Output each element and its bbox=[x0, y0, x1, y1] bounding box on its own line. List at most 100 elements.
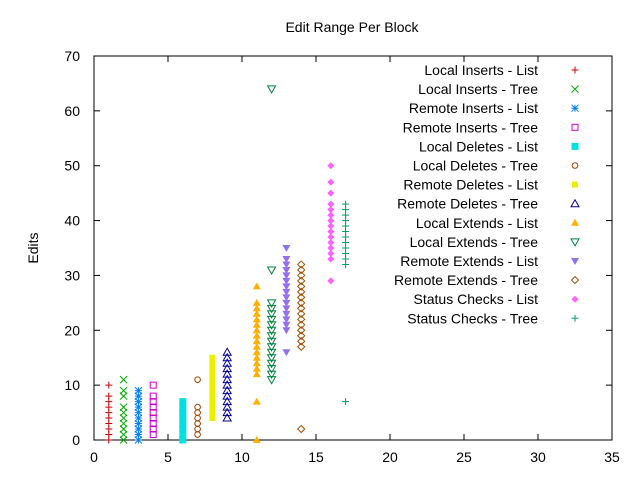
data-point bbox=[194, 409, 201, 416]
legend-entry: Local Deletes - List bbox=[419, 138, 579, 154]
data-point bbox=[327, 211, 335, 219]
data-point bbox=[134, 419, 143, 428]
y-tick-label: 10 bbox=[64, 377, 80, 393]
data-point bbox=[222, 374, 233, 384]
data-point bbox=[296, 282, 306, 291]
data-point bbox=[194, 420, 201, 427]
y-tick-label: 70 bbox=[64, 48, 80, 64]
legend-marker bbox=[571, 162, 579, 169]
data-point bbox=[105, 392, 113, 400]
data-point bbox=[266, 376, 277, 385]
data-point bbox=[296, 342, 306, 351]
legend-label: Remote Extends - List bbox=[400, 253, 538, 269]
data-point bbox=[296, 331, 306, 340]
legend-entry: Local Extends - List bbox=[416, 215, 579, 231]
data-point bbox=[209, 376, 216, 383]
data-point bbox=[282, 245, 291, 252]
data-point bbox=[149, 392, 157, 400]
series-3 bbox=[134, 386, 143, 444]
legend-entry: Remote Inserts - Tree bbox=[403, 119, 579, 135]
axis-ticks: 0 5 10 15 20 25 30 35 0 10 20 30 40 50 60 70 bbox=[64, 48, 620, 465]
series-7 bbox=[209, 354, 216, 422]
x-tick-label: 35 bbox=[604, 449, 620, 465]
legend-label: Local Extends - Tree bbox=[410, 234, 539, 250]
data-point bbox=[149, 409, 157, 417]
data-point bbox=[252, 342, 261, 350]
legend-marker bbox=[570, 198, 580, 208]
legend-marker bbox=[571, 142, 579, 150]
data-point bbox=[327, 255, 335, 263]
data-point bbox=[252, 331, 261, 339]
legend-label: Local Inserts - List bbox=[424, 62, 538, 78]
data-point bbox=[119, 419, 128, 428]
series-4 bbox=[149, 381, 157, 439]
data-point bbox=[252, 348, 261, 356]
data-point bbox=[266, 343, 277, 352]
data-point bbox=[296, 293, 306, 302]
data-point bbox=[222, 407, 233, 417]
data-point bbox=[327, 277, 335, 285]
legend-label: Local Deletes - Tree bbox=[413, 158, 538, 174]
data-point bbox=[296, 287, 306, 297]
data-point bbox=[266, 348, 277, 358]
data-point bbox=[266, 326, 277, 336]
data-point bbox=[222, 402, 233, 411]
data-point bbox=[282, 321, 291, 329]
legend-entry: Local Inserts - Tree bbox=[418, 81, 579, 97]
data-point bbox=[252, 364, 261, 372]
legend-marker bbox=[571, 258, 579, 265]
data-point bbox=[252, 370, 261, 378]
data-point bbox=[296, 320, 306, 330]
y-tick-label: 40 bbox=[64, 213, 80, 229]
data-point bbox=[266, 304, 277, 314]
legend-label: Remote Inserts - Tree bbox=[403, 119, 539, 135]
legend-entry: Remote Extends - List bbox=[400, 253, 579, 269]
legend-label: Remote Deletes - List bbox=[403, 177, 538, 193]
x-tick-label: 0 bbox=[90, 449, 98, 465]
data-point bbox=[222, 380, 233, 389]
data-point bbox=[296, 337, 306, 346]
data-point bbox=[134, 397, 143, 406]
data-point bbox=[342, 398, 350, 406]
x-tick-label: 30 bbox=[530, 449, 546, 465]
data-point bbox=[134, 425, 143, 433]
data-point bbox=[194, 414, 201, 422]
y-tick-label: 50 bbox=[64, 158, 80, 174]
data-point bbox=[266, 266, 277, 275]
legend-label: Local Extends - List bbox=[416, 215, 538, 231]
y-tick-label: 20 bbox=[64, 322, 80, 338]
data-point bbox=[119, 414, 128, 422]
data-point bbox=[252, 397, 261, 405]
data-point bbox=[282, 310, 291, 318]
legend-marker bbox=[571, 85, 579, 93]
legend-entry: Remote Deletes - List bbox=[403, 177, 578, 193]
data-point bbox=[209, 387, 216, 394]
legend-label: Local Inserts - Tree bbox=[418, 81, 538, 97]
series-5 bbox=[179, 398, 187, 444]
data-point bbox=[119, 386, 128, 395]
data-point bbox=[119, 375, 128, 384]
data-points bbox=[105, 85, 350, 444]
data-point bbox=[209, 409, 216, 416]
data-point bbox=[342, 200, 350, 208]
data-point bbox=[266, 310, 277, 319]
series-12 bbox=[296, 260, 306, 434]
data-point bbox=[134, 386, 143, 395]
legend-marker bbox=[570, 275, 580, 285]
data-point bbox=[179, 431, 187, 439]
data-point bbox=[327, 217, 335, 225]
series-1 bbox=[105, 381, 113, 444]
legend-marker bbox=[571, 314, 579, 322]
data-point bbox=[266, 354, 277, 363]
data-point bbox=[134, 403, 143, 411]
data-point bbox=[179, 403, 187, 411]
data-point bbox=[266, 359, 277, 369]
data-point bbox=[327, 189, 335, 197]
data-point bbox=[252, 359, 261, 367]
y-tick-label: 0 bbox=[72, 432, 80, 448]
legend-entry: Local Deletes - Tree bbox=[413, 158, 579, 174]
data-point bbox=[105, 381, 113, 389]
data-point bbox=[282, 255, 291, 263]
legend-label: Status Checks - List bbox=[414, 291, 539, 307]
data-point bbox=[296, 309, 306, 319]
